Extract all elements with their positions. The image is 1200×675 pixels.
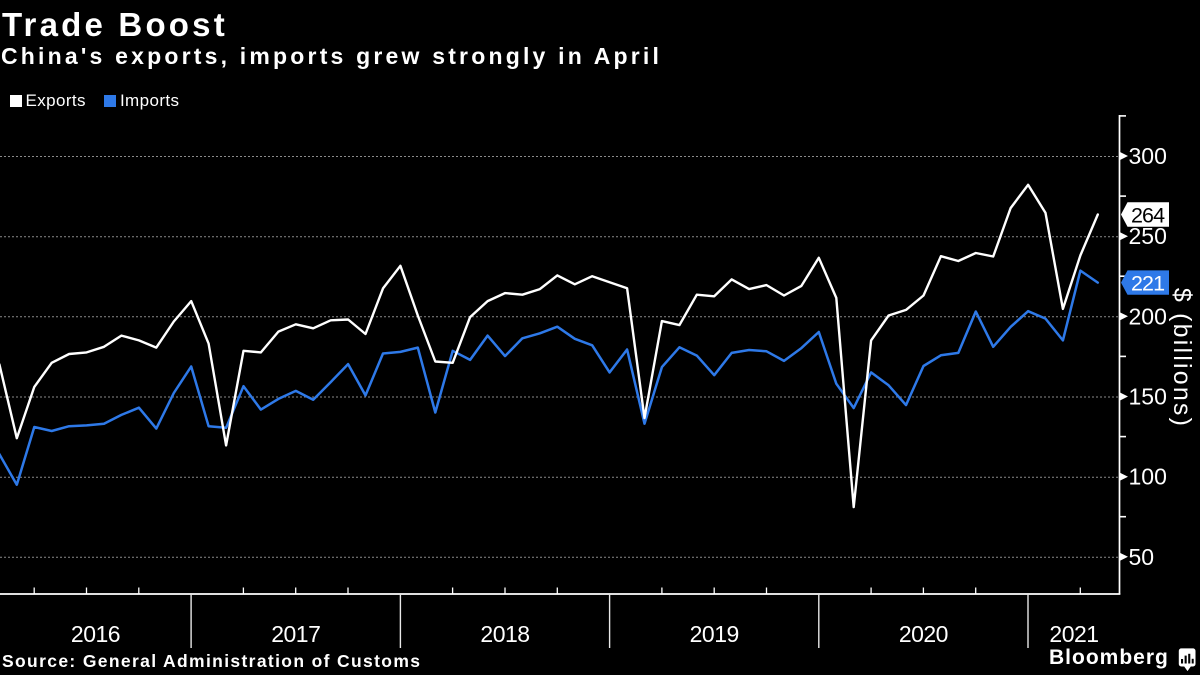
- svg-text:2018: 2018: [480, 621, 529, 647]
- svg-text:221: 221: [1131, 272, 1164, 296]
- svg-text:2020: 2020: [899, 621, 948, 647]
- svg-text:150: 150: [1129, 384, 1167, 410]
- svg-text:2019: 2019: [690, 621, 739, 647]
- svg-text:$ (billions): $ (billions): [1168, 288, 1196, 428]
- svg-text:2016: 2016: [71, 621, 120, 647]
- svg-text:300: 300: [1129, 143, 1167, 169]
- svg-text:2017: 2017: [271, 621, 320, 647]
- svg-text:100: 100: [1129, 464, 1167, 490]
- svg-text:264: 264: [1131, 203, 1165, 227]
- svg-text:50: 50: [1129, 544, 1155, 570]
- svg-text:2021: 2021: [1049, 621, 1098, 647]
- svg-text:250: 250: [1129, 223, 1167, 249]
- svg-text:200: 200: [1129, 303, 1167, 329]
